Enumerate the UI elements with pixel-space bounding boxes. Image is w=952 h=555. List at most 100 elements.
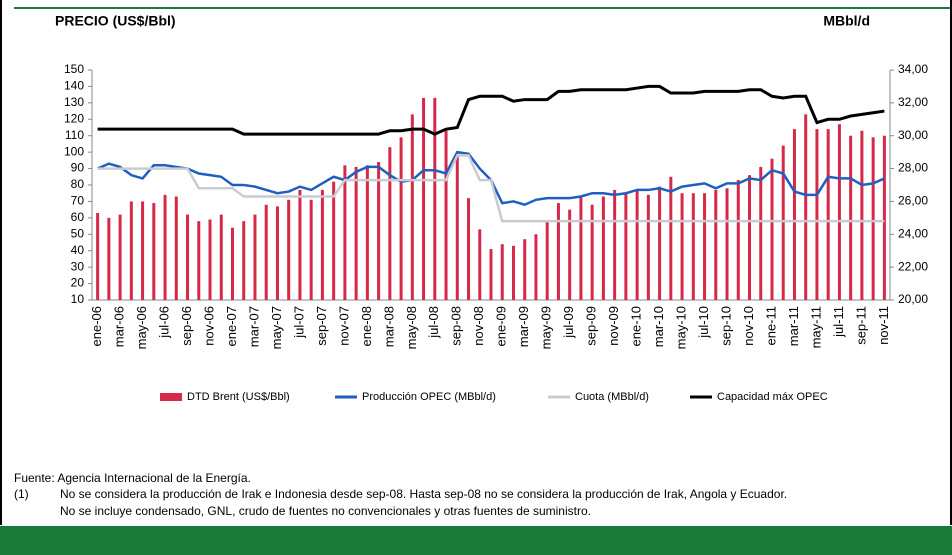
bar xyxy=(230,227,234,300)
bar xyxy=(152,203,156,300)
footnote-note: No se incluye condensado, GNL, crudo de … xyxy=(60,504,591,518)
y2-tick-label: 28,00 xyxy=(898,161,928,175)
bar xyxy=(725,188,729,300)
x-tick-label: jul-07 xyxy=(291,306,306,339)
bar xyxy=(759,166,763,300)
x-tick-label: sep-07 xyxy=(314,306,329,346)
bar xyxy=(141,201,145,300)
x-tick-label: sep-10 xyxy=(718,306,733,346)
y-tick-label: 90 xyxy=(71,161,85,175)
x-tick-label: ene-11 xyxy=(763,306,778,346)
footnote-source: Fuente: Agencia Internacional de la Ener… xyxy=(14,471,251,485)
bar xyxy=(253,214,257,300)
bar xyxy=(242,221,246,300)
bar xyxy=(871,137,875,300)
y-tick-label: 100 xyxy=(64,144,84,158)
x-tick-label: mar-10 xyxy=(651,306,666,347)
bar xyxy=(792,129,796,300)
bar xyxy=(815,129,819,300)
y-tick-label: 40 xyxy=(71,243,85,257)
bar xyxy=(332,181,336,300)
x-tick-label: may-10 xyxy=(674,306,689,349)
bar xyxy=(680,193,684,300)
y-axis-title: PRECIO (US$/Bbl) xyxy=(55,13,176,29)
y-tick-label: 10 xyxy=(71,292,85,306)
x-tick-label: ene-07 xyxy=(224,306,239,346)
bar xyxy=(534,234,538,300)
x-tick-label: may-06 xyxy=(134,306,149,349)
bar xyxy=(646,194,650,300)
line-series xyxy=(97,154,885,223)
x-tick-label: ene-08 xyxy=(359,306,374,346)
line-series xyxy=(97,84,885,136)
bar xyxy=(107,217,111,300)
x-tick-label: mar-09 xyxy=(516,306,531,347)
bar xyxy=(770,158,774,300)
x-tick-label: ene-09 xyxy=(494,306,509,346)
bar xyxy=(422,97,426,300)
y-tick-label: 80 xyxy=(71,177,85,191)
bar xyxy=(613,189,617,300)
y-tick-label: 30 xyxy=(71,259,85,273)
y2-tick-label: 24,00 xyxy=(898,226,928,240)
bar xyxy=(96,212,100,300)
footnote-note: No se considera la producción de Irak e … xyxy=(60,487,787,501)
bar xyxy=(410,114,414,300)
bar xyxy=(545,221,549,300)
bar xyxy=(275,206,279,300)
x-tick-label: nov-11 xyxy=(876,306,891,345)
bar xyxy=(377,162,381,300)
bar xyxy=(500,244,504,300)
bar xyxy=(714,189,718,300)
bar xyxy=(478,229,482,300)
bar xyxy=(703,193,707,300)
bar xyxy=(489,249,493,300)
bar xyxy=(804,114,808,300)
x-tick-label: jul-06 xyxy=(156,306,171,339)
y2-tick-label: 32,00 xyxy=(898,95,928,109)
x-tick-label: may-11 xyxy=(808,306,823,348)
bar xyxy=(781,145,785,300)
y-tick-label: 120 xyxy=(64,111,84,125)
x-tick-label: ene-10 xyxy=(629,306,644,346)
bar xyxy=(601,196,605,300)
bar xyxy=(118,214,122,300)
bar xyxy=(736,180,740,300)
bar xyxy=(556,203,560,300)
y-tick-label: 50 xyxy=(71,226,85,240)
x-tick-label: may-08 xyxy=(404,306,419,349)
x-tick-label: sep-06 xyxy=(179,306,194,346)
x-tick-label: sep-11 xyxy=(853,306,868,345)
bar xyxy=(837,124,841,300)
bar xyxy=(882,135,886,300)
x-tick-label: nov-06 xyxy=(201,306,216,346)
x-tick-label: jul-09 xyxy=(561,306,576,339)
x-tick-label: sep-08 xyxy=(449,306,464,346)
y-tick-label: 20 xyxy=(71,276,85,290)
bar xyxy=(186,214,190,300)
x-tick-label: jul-10 xyxy=(696,306,711,339)
bar xyxy=(467,198,471,300)
bar xyxy=(826,129,830,300)
bar xyxy=(354,166,358,300)
y-tick-label: 140 xyxy=(64,79,84,93)
y-tick-label: 110 xyxy=(65,128,84,142)
legend-label: Cuota (MBbl/d) xyxy=(575,391,649,403)
x-tick-label: mar-06 xyxy=(112,306,127,347)
x-tick-label: ene-06 xyxy=(89,306,104,346)
bar xyxy=(163,194,167,300)
x-tick-label: nov-09 xyxy=(606,306,621,346)
x-tick-label: nov-08 xyxy=(471,306,486,346)
bar xyxy=(197,221,201,300)
y2-tick-label: 34,00 xyxy=(898,62,928,76)
legend-label: Capacidad máx OPEC xyxy=(717,391,828,403)
x-tick-label: mar-11 xyxy=(786,306,801,346)
bar xyxy=(849,135,853,300)
bar xyxy=(264,204,268,300)
y-tick-label: 60 xyxy=(71,210,85,224)
x-tick-label: jul-11 xyxy=(831,306,846,338)
bar xyxy=(287,199,291,300)
footnote-marker: (1) xyxy=(14,487,29,501)
legend-swatch xyxy=(160,393,182,401)
